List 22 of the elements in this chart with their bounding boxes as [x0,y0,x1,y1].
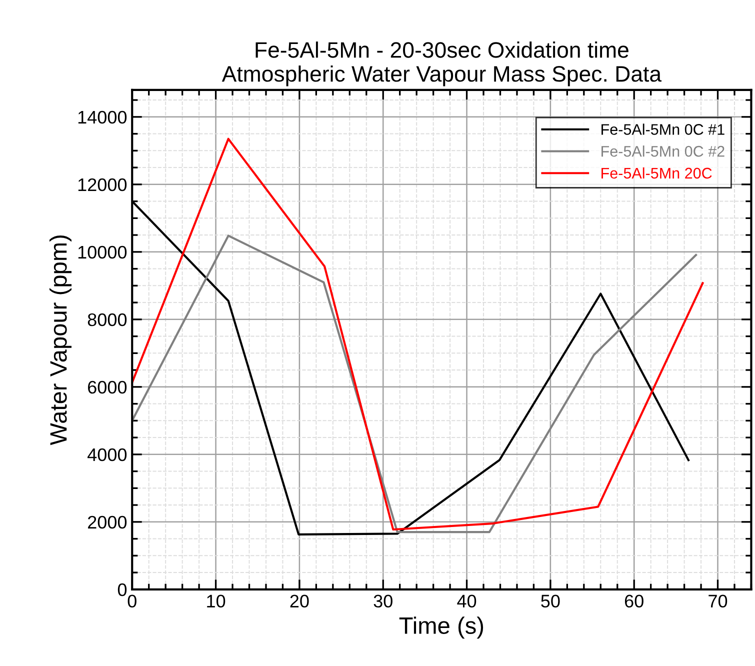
x-tick-label: 50 [541,594,560,608]
y-tick-label: 2000 [88,516,127,529]
legend-label: Fe-5Al-5Mn 0C #1 [602,124,724,135]
y-tick-label: 6000 [88,380,127,394]
x-tick-label: 10 [207,594,226,608]
x-tick-label: 20 [290,594,309,608]
chart-title: Fe-5Al-5Mn - 20-30sec Oxidation time Atmospheric Water Vapour Mass Spec. Data [222,42,662,86]
y-tick-label: 4000 [88,448,127,462]
x-axis-title: Time (s) [399,616,484,639]
x-tick-label: 0 [128,594,136,608]
x-tick-label: 60 [624,594,644,608]
legend-label: Fe-5Al-5Mn 20C [602,167,712,179]
y-tick-label: 0 [118,583,127,596]
y-axis-title: Water Vapour (ppm) [49,235,72,446]
y-tick-label: 14000 [78,110,127,124]
y-tick-label: 10000 [78,246,127,259]
legend-label: Fe-5Al-5Mn 0C #2 [602,146,724,157]
x-tick-label: 40 [457,594,476,608]
y-tick-label: 8000 [88,313,127,326]
x-tick-label: 70 [708,594,728,608]
y-tick-label: 12000 [78,178,127,192]
x-tick-label: 30 [374,594,392,608]
